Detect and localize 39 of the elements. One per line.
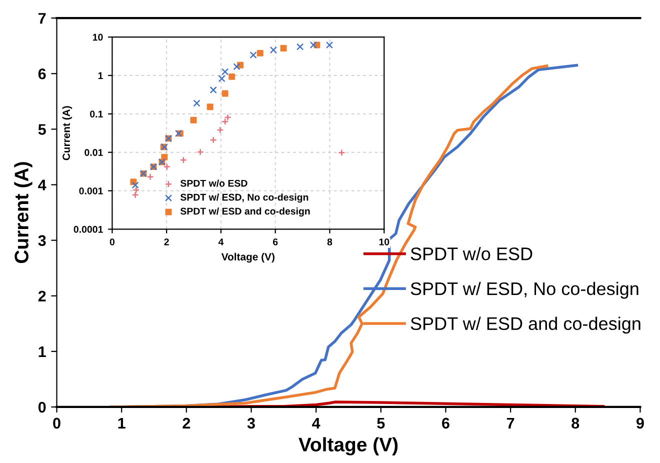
legend-label: SPDT w/ ESD and co-design	[410, 316, 640, 334]
y-tick-label: 10	[92, 34, 103, 41]
y-tick-label: 1	[38, 346, 46, 357]
y-tick-label: 0.01	[84, 149, 103, 156]
x-tick-label: 3	[247, 418, 255, 429]
x-axis-title: Voltage (V)	[298, 437, 398, 456]
y-axis-title: Current (A)	[14, 162, 32, 264]
y-tick-label: 7	[38, 13, 46, 24]
x-tick-label: 4	[312, 418, 320, 428]
x-tick-label: 0	[110, 238, 115, 246]
x-tick-label: 4	[218, 238, 224, 246]
y-tick-label: 4	[38, 180, 46, 190]
legend-label: SPDT w/ ESD, No co-design	[180, 194, 308, 203]
x-axis-title: Voltage (V)	[221, 252, 274, 263]
x-tick-label: 0	[53, 418, 60, 429]
legend-label: SPDT w/o ESD	[180, 180, 248, 187]
legend-label: SPDT w/ ESD and co-design	[180, 207, 310, 217]
x-tick-label: 9	[636, 418, 644, 429]
x-tick-label: 1	[118, 418, 126, 428]
y-tick-label: 0	[38, 402, 46, 413]
x-tick-label: 7	[506, 418, 514, 428]
y-tick-label: 2	[38, 290, 46, 302]
y-axis-title: Current (A)	[62, 106, 72, 160]
x-tick-label: 2	[182, 418, 190, 428]
y-tick-label: 1	[98, 72, 103, 79]
y-tick-label: 6	[38, 68, 46, 80]
legend-label: SPDT w/o ESD	[410, 247, 532, 260]
y-tick-label: 0.1	[90, 110, 103, 118]
x-tick-label: 6	[273, 238, 278, 246]
y-tick-label: 5	[38, 124, 46, 135]
x-tick-label: 6	[442, 418, 450, 429]
legend-label: SPDT w/ ESD, No co-design	[410, 282, 638, 299]
x-tick-label: 5	[377, 418, 385, 429]
x-tick-label: 8	[327, 238, 332, 246]
x-tick-label: 8	[572, 418, 580, 429]
y-tick-label: 0.0001	[74, 226, 103, 233]
x-tick-label: 10	[379, 238, 390, 246]
x-tick-label: 2	[164, 238, 169, 246]
y-tick-label: 0.001	[79, 187, 103, 194]
